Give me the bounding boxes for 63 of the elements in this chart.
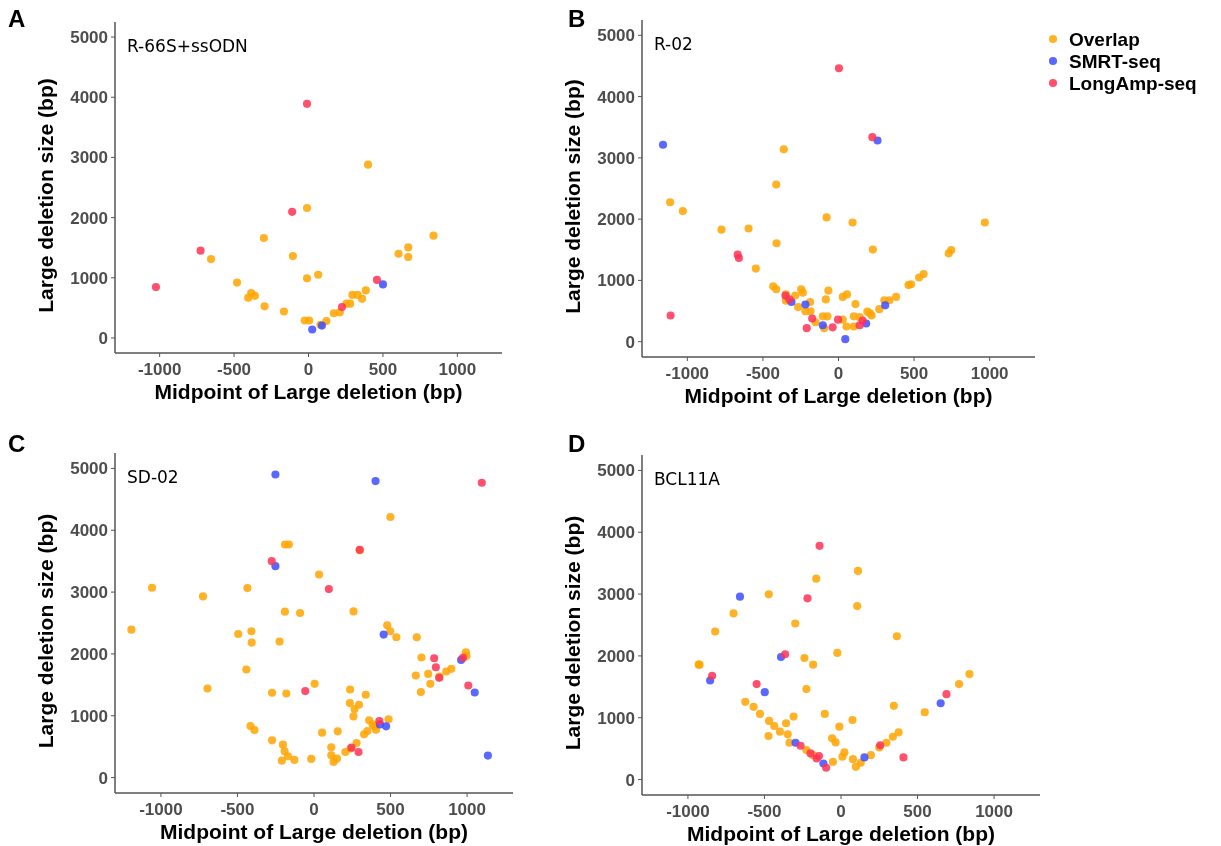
y-axis-title: Large deletion size (bp) bbox=[34, 78, 57, 313]
text: SD-02 bbox=[127, 467, 179, 487]
y-tick-label: 5000 bbox=[70, 28, 108, 48]
y-tick-label: 2000 bbox=[70, 644, 108, 664]
y-tick-label: 3000 bbox=[70, 583, 108, 603]
x-tick-label: 500 bbox=[903, 802, 932, 821]
y-tick-label: 2000 bbox=[597, 646, 635, 666]
x-axis-title: Midpoint of Large deletion (bp) bbox=[684, 384, 993, 407]
y-tick-label: 5000 bbox=[70, 459, 108, 479]
y-tick-label: 0 bbox=[98, 328, 108, 348]
legend-label: LongAmp-seq bbox=[1069, 73, 1197, 94]
x-tick-label: -500 bbox=[220, 800, 255, 819]
x-tick-label: -1000 bbox=[137, 360, 182, 379]
text: BCL11A bbox=[654, 469, 721, 489]
x-tick-label: 500 bbox=[368, 360, 398, 379]
y-tick-label: 2000 bbox=[70, 208, 108, 228]
y-tick-label: 2000 bbox=[597, 210, 635, 230]
y-tick-label: 1000 bbox=[597, 708, 635, 728]
y-axis-title: Large deletion size (bp) bbox=[34, 513, 57, 749]
y-tick-label: 3000 bbox=[597, 585, 635, 605]
y-tick-label: 4000 bbox=[70, 521, 108, 541]
x-tick-label: 1000 bbox=[975, 802, 1013, 821]
x-tick-label: 1000 bbox=[438, 360, 477, 379]
x-tick-label: 500 bbox=[899, 364, 929, 383]
x-tick-label: 0 bbox=[309, 800, 319, 819]
legend-label: SMRT-seq bbox=[1069, 51, 1161, 72]
y-axis-title: Large deletion size (bp) bbox=[561, 515, 584, 751]
y-tick-label: 5000 bbox=[597, 26, 635, 46]
x-tick-label: -1000 bbox=[665, 364, 710, 383]
x-axis-title: Midpoint of Large deletion (bp) bbox=[687, 822, 995, 845]
x-axis-title: Midpoint of Large deletion (bp) bbox=[160, 820, 468, 843]
y-tick-label: 0 bbox=[98, 768, 108, 788]
chart-title: B bbox=[568, 5, 586, 32]
text: R-02 bbox=[654, 34, 693, 54]
chart-title: A bbox=[8, 5, 26, 32]
y-tick-label: 1000 bbox=[70, 268, 108, 288]
x-tick-label: 0 bbox=[303, 360, 314, 379]
x-tick-label: 500 bbox=[376, 800, 405, 819]
y-tick-label: 4000 bbox=[597, 523, 635, 543]
x-tick-label: 1000 bbox=[970, 364, 1009, 383]
y-tick-label: 0 bbox=[625, 770, 635, 790]
x-tick-label: -500 bbox=[745, 364, 780, 383]
y-tick-label: 4000 bbox=[70, 88, 108, 108]
y-axis-title: Large deletion size (bp) bbox=[561, 79, 584, 314]
y-tick-label: 1000 bbox=[70, 706, 108, 726]
x-tick-label: 0 bbox=[833, 364, 844, 383]
y-tick-label: 1000 bbox=[597, 271, 635, 291]
chart-title: D bbox=[568, 430, 586, 457]
y-tick-label: 3000 bbox=[70, 148, 108, 168]
chart-title: C bbox=[8, 430, 26, 457]
x-tick-label: 1000 bbox=[448, 800, 486, 819]
legend-label: Overlap bbox=[1069, 29, 1140, 50]
x-tick-label: -1000 bbox=[666, 802, 710, 821]
y-tick-label: 5000 bbox=[597, 461, 635, 481]
x-tick-label: 0 bbox=[836, 802, 846, 821]
text: R-66S+ssODN bbox=[127, 36, 248, 56]
x-tick-label: -1000 bbox=[139, 800, 183, 819]
x-tick-label: -500 bbox=[217, 360, 252, 379]
x-tick-label: -500 bbox=[747, 802, 782, 821]
x-axis-title: Midpoint of Large deletion (bp) bbox=[154, 380, 463, 403]
y-tick-label: 0 bbox=[625, 332, 635, 352]
y-tick-label: 3000 bbox=[597, 148, 635, 168]
y-tick-label: 4000 bbox=[597, 87, 635, 107]
